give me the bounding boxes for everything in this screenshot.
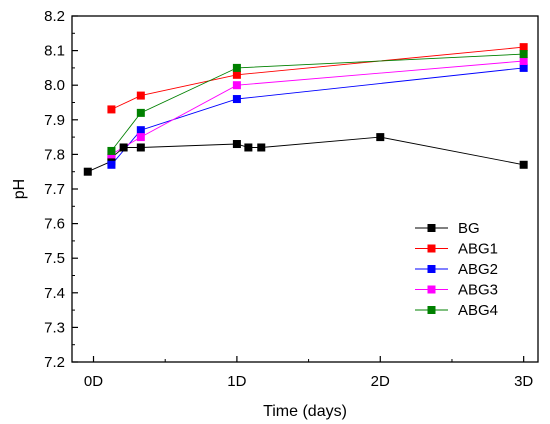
series-points xyxy=(83,43,528,176)
series-lines xyxy=(87,46,524,173)
data-point-abg2 xyxy=(107,160,116,169)
legend-marker xyxy=(427,265,436,273)
data-point-abg2 xyxy=(136,126,145,135)
legend-marker xyxy=(427,224,436,232)
data-point-bg xyxy=(232,140,241,149)
data-point-bg xyxy=(136,143,145,152)
data-point-bg xyxy=(376,133,385,142)
x-axis-title: Time (days) xyxy=(263,403,347,420)
y-tick-label: 7.5 xyxy=(44,250,65,267)
data-point-bg xyxy=(519,160,528,169)
data-point-abg3 xyxy=(519,56,528,65)
y-tick-label: 8.0 xyxy=(44,77,65,94)
data-point-bg xyxy=(119,143,128,152)
data-point-abg1 xyxy=(232,70,241,79)
legend-label-abg1: ABG1 xyxy=(458,241,498,258)
data-point-abg1 xyxy=(136,91,145,100)
y-tick-label: 7.7 xyxy=(44,181,65,198)
y-tick-label: 7.8 xyxy=(44,146,65,163)
legend-label-abg3: ABG3 xyxy=(458,282,498,299)
data-point-abg2 xyxy=(519,63,528,72)
data-point-bg xyxy=(83,167,92,176)
data-point-bg xyxy=(257,143,266,152)
data-point-bg xyxy=(244,143,253,152)
y-tick-label: 8.1 xyxy=(44,43,65,60)
y-tick-label: 7.2 xyxy=(44,354,65,371)
legend-label-bg: BG xyxy=(458,220,480,237)
x-axis-ticks: 0D 1D 2D 3D xyxy=(84,356,533,390)
x-tick-label: 0D xyxy=(84,373,103,390)
data-point-abg3 xyxy=(136,133,145,142)
data-point-abg1 xyxy=(107,105,116,114)
legend: BG ABG1 ABG2 ABG3 ABG4 xyxy=(415,220,498,319)
series-line-abg2 xyxy=(111,67,524,166)
y-axis-ticks: 7.2 7.3 7.4 7.5 7.6 7.7 7.8 7.9 8.0 8.1 8.2 xyxy=(44,8,78,371)
data-point-abg3 xyxy=(232,81,241,90)
y-tick-label: 7.9 xyxy=(44,112,65,129)
x-tick-label: 3D xyxy=(514,373,533,390)
data-point-abg4 xyxy=(136,108,145,117)
legend-marker xyxy=(427,244,436,253)
data-point-abg4 xyxy=(232,63,241,72)
data-point-abg4 xyxy=(519,50,528,59)
legend-marker xyxy=(427,285,436,294)
y-axis-title: pH xyxy=(11,179,28,199)
data-point-abg4 xyxy=(107,146,116,155)
y-tick-label: 7.4 xyxy=(44,285,65,302)
legend-marker xyxy=(427,306,436,314)
data-point-abg1 xyxy=(519,43,528,52)
x-tick-label: 1D xyxy=(227,373,246,390)
data-point-abg2 xyxy=(232,95,241,104)
series-line-bg xyxy=(87,136,524,173)
y-tick-label: 8.2 xyxy=(44,8,65,25)
y-tick-label: 7.6 xyxy=(44,216,65,233)
x-tick-label: 2D xyxy=(371,373,390,390)
series-line-abg4 xyxy=(111,53,524,152)
legend-label-abg4: ABG4 xyxy=(458,302,498,319)
y-tick-label: 7.3 xyxy=(44,319,65,336)
legend-label-abg2: ABG2 xyxy=(458,261,498,278)
